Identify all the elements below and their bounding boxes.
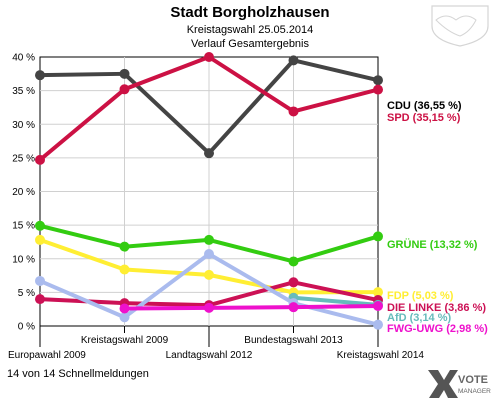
data-point-grüne: [119, 241, 130, 252]
data-point-die-linke: [35, 294, 45, 305]
y-tick-label: 15 %: [12, 221, 35, 232]
data-point-cdu: [119, 68, 130, 79]
data-point-fdp: [204, 269, 214, 280]
data-point-fwg-uwg: [373, 300, 383, 311]
series-end-label-fwg-uwg: FWG-UWG (2,98 %): [387, 323, 488, 335]
data-point-grüne: [35, 220, 45, 231]
series-end-label-cdu: CDU (36,55 %): [387, 100, 462, 112]
data-point-fwg-uwg: [119, 303, 130, 314]
data-point-grüne: [288, 256, 299, 267]
data-point-fdp: [35, 234, 45, 245]
x-tick-label: Europawahl 2009: [8, 350, 86, 361]
data-point-spd: [204, 52, 214, 62]
series-end-label-fdp: FDP (5,03 %): [387, 290, 454, 302]
x-tick-label: Landtagswahl 2012: [166, 350, 253, 361]
y-tick-label: 25 %: [12, 153, 35, 164]
coat-of-arms-icon: [431, 5, 489, 47]
series-end-label-afd: AfD (3,14 %): [387, 312, 452, 324]
x-mark-icon: [428, 370, 458, 398]
series-end-label-die-linke: DIE LINKE (3,86 %): [387, 302, 486, 314]
data-point-spd: [373, 84, 383, 95]
footer-status: 14 von 14 Schnellmeldungen: [7, 368, 149, 380]
data-point-cdu: [35, 70, 45, 81]
data-point-cdu: [288, 55, 299, 66]
chart-subtitle: Kreistagswahl 25.05.2014: [186, 24, 314, 36]
data-point-fwg-uwg: [288, 302, 299, 313]
y-tick-label: 10 %: [12, 254, 35, 265]
series-line-afd: [293, 295, 379, 307]
data-point-spd: [288, 106, 299, 117]
y-tick-label: 40 %: [12, 53, 35, 64]
y-tick-label: 5 %: [18, 288, 35, 299]
series-line-fwg-uwg: [124, 303, 379, 311]
data-point-cdu: [204, 148, 214, 159]
data-point-grüne: [373, 231, 383, 242]
data-point-piraten: [35, 275, 45, 286]
data-point-piraten: [204, 249, 214, 260]
logo-text-manager: MANAGER: [458, 388, 491, 395]
y-tick-label: 35 %: [12, 86, 35, 97]
x-tick-label: Kreistagswahl 2009: [81, 335, 169, 346]
data-point-cdu: [373, 75, 383, 86]
data-point-fdp: [373, 287, 383, 298]
data-point-spd: [119, 84, 130, 95]
data-point-grüne: [204, 234, 214, 245]
logo-text-vote: VOTE: [458, 374, 488, 386]
series-end-label-spd: SPD (35,15 %): [387, 112, 461, 124]
vote-manager-logo: VOTE MANAGER: [428, 370, 491, 398]
y-tick-label: 20 %: [12, 187, 35, 198]
y-tick-label: 30 %: [12, 120, 35, 131]
chart-subtitle-2: Verlauf Gesamtergebnis: [190, 38, 309, 50]
data-point-spd: [35, 154, 45, 165]
data-point-fdp: [119, 264, 130, 275]
x-tick-label: Bundestagswahl 2013: [244, 335, 343, 346]
chart-title: Stadt Borgholzhausen: [170, 4, 330, 21]
y-tick-label: 0 %: [18, 322, 35, 333]
x-tick-label: Kreistagswahl 2014: [337, 350, 425, 361]
data-point-piraten: [373, 319, 383, 330]
data-point-piraten: [119, 312, 130, 323]
data-point-fwg-uwg: [204, 302, 214, 313]
data-point-die-linke: [288, 277, 299, 288]
series-end-label-grüne: GRÜNE (13,32 %): [387, 238, 478, 251]
